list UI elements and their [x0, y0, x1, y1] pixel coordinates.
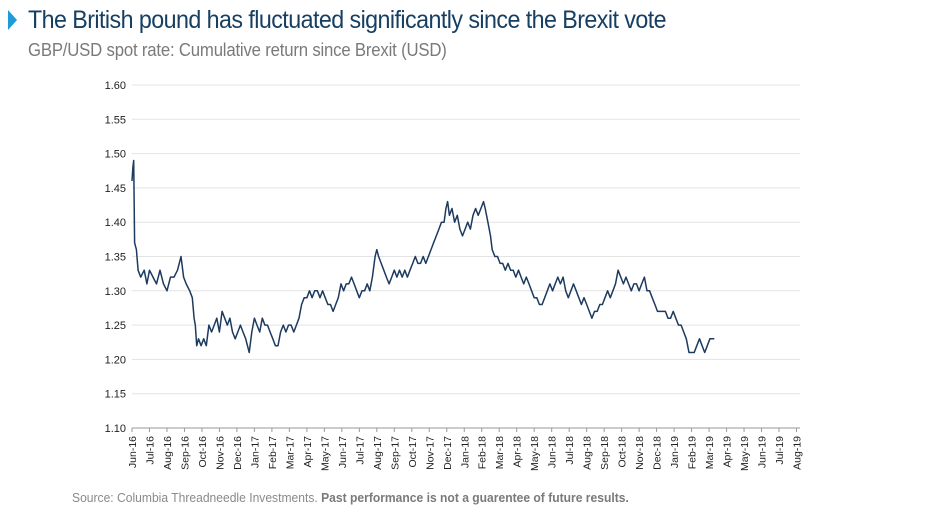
x-tick-label: Aug-16	[162, 436, 174, 470]
x-tick-label: Mar-19	[704, 436, 716, 469]
x-tick-label: Jul-16	[144, 436, 156, 465]
x-tick-label: Sep-17	[389, 436, 401, 470]
x-tick-label: Aug-17	[372, 436, 384, 470]
x-tick-label: Feb-17	[267, 436, 279, 469]
x-tick-label: Nov-17	[424, 436, 436, 470]
source-text: Source: Columbia Threadneedle Investment…	[72, 490, 322, 505]
x-tick-label: Jun-19	[757, 436, 769, 468]
x-tick-label: Mar-17	[284, 436, 296, 469]
x-tick-label: Apr-17	[302, 436, 314, 468]
x-tick-label: Dec-18	[652, 436, 664, 470]
title-arrow-icon	[8, 10, 17, 30]
x-tick-label: Nov-18	[634, 436, 646, 470]
series-line-gbp-usd	[131, 159, 715, 354]
x-tick-label: May-19	[739, 436, 751, 471]
x-tick-label: Apr-19	[722, 436, 734, 468]
x-tick-label: Nov-16	[214, 436, 226, 470]
chart-title: The British pound has fluctuated signifi…	[28, 5, 667, 34]
y-tick-label: 1.35	[105, 252, 126, 264]
x-tick-label: Mar-18	[494, 436, 506, 469]
x-tick-label: Jul-18	[564, 436, 576, 465]
x-axis-ticks: Jun-16 Jul-16 Aug-16 Sep-16 Oct-16 Nov-16 Dec-…	[127, 428, 804, 471]
x-tick-label: Dec-17	[442, 436, 454, 470]
x-tick-label: Aug-19	[792, 436, 804, 470]
y-tick-label: 1.60	[105, 80, 126, 92]
x-tick-label: Apr-18	[512, 436, 524, 468]
x-tick-label: Dec-16	[232, 436, 244, 470]
x-tick-label: Sep-16	[179, 436, 191, 470]
disclaimer-text: Past performance is not a guarentee of f…	[321, 490, 629, 505]
title-bar: The British pound has fluctuated signifi…	[8, 5, 714, 35]
y-axis-ticks: 1.60 1.55 1.50 1.45 1.40 1.35 1.30 1.25 1.20 1.15…	[105, 80, 126, 435]
x-tick-label: Sep-18	[599, 436, 611, 470]
y-tick-label: 1.55	[105, 114, 126, 126]
x-tick-label: Jun-17	[337, 436, 349, 468]
x-tick-label: Jul-19	[774, 436, 786, 465]
chart-subtitle: GBP/USD spot rate: Cumulative return sin…	[28, 40, 447, 60]
y-tick-label: 1.15	[105, 389, 126, 401]
y-tick-label: 1.10	[105, 423, 126, 435]
y-tick-label: 1.30	[105, 286, 126, 298]
x-tick-label: May-17	[319, 436, 331, 471]
x-tick-label: Jun-18	[547, 436, 559, 468]
y-tick-label: 1.50	[105, 149, 126, 161]
footer-note: Source: Columbia Threadneedle Investment…	[72, 490, 629, 505]
x-tick-label: Jul-17	[354, 436, 366, 465]
x-tick-label: Oct-17	[407, 436, 419, 468]
x-tick-label: Jun-16	[127, 436, 139, 468]
x-tick-label: Feb-19	[687, 436, 699, 469]
y-tick-label: 1.25	[105, 320, 126, 332]
y-tick-label: 1.45	[105, 183, 126, 195]
gridlines	[132, 84, 800, 429]
y-tick-label: 1.20	[105, 354, 126, 366]
x-tick-label: Jan-17	[249, 436, 261, 468]
x-tick-label: Feb-18	[477, 436, 489, 469]
x-tick-label: May-18	[529, 436, 541, 471]
x-tick-label: Jan-19	[669, 436, 681, 468]
x-tick-label: Aug-18	[582, 436, 594, 470]
series-lines	[131, 159, 715, 354]
y-tick-label: 1.40	[105, 217, 126, 229]
x-tick-label: Oct-16	[197, 436, 209, 468]
x-tick-label: Oct-18	[617, 436, 629, 468]
x-tick-label: Jan-18	[459, 436, 471, 468]
